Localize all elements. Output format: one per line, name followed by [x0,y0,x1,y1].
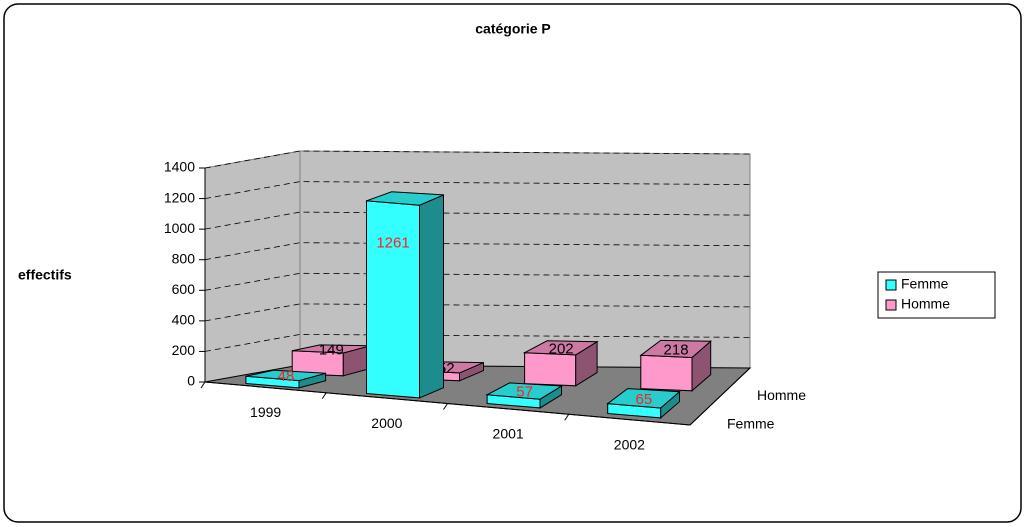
grid-line [204,333,751,352]
legend: Femme Homme [877,271,996,319]
grid-line [204,181,751,199]
bar [639,339,713,392]
x-tick [200,381,206,389]
y-tick-label: 600 [172,281,196,297]
chart-title: catégorie P [475,21,550,37]
x-tick [443,403,448,410]
data-label: 149 [319,342,344,359]
data-label: 218 [664,342,689,359]
z-axis [689,367,751,426]
x-tick [321,392,327,400]
bar-front [640,354,693,392]
x-tick [564,413,570,421]
legend-label: Homme [901,296,950,312]
data-label: 1261 [376,234,409,251]
y-tick-label: 200 [172,342,196,358]
legend-swatch [885,299,897,311]
x-tick-label: 2002 [614,436,645,452]
bar-front [524,352,577,387]
y-tick-label: 1200 [164,189,195,205]
legend-box [877,271,996,319]
bar [291,344,371,377]
y-tick-label: 0 [187,373,195,389]
z-tick-label: Homme [757,387,806,403]
bar-front [366,200,420,399]
data-label: 202 [549,341,574,358]
side-wall [204,150,301,383]
legend-label: Femme [901,276,949,292]
bar [485,382,564,409]
data-label: 65 [636,391,653,408]
grid-line [204,150,751,169]
bar-top [522,340,599,356]
bar-top [485,382,564,400]
legend-swatch [885,279,897,291]
grid-line [204,211,751,230]
grid-line [204,242,751,261]
bar [522,340,599,387]
bar [366,191,444,399]
y-axis-label: effectifs [18,267,72,283]
z-tick-label: Femme [727,415,775,431]
bar [245,369,327,389]
x-tick-label: 2001 [493,426,524,442]
bar-top [245,369,326,382]
bar [606,388,681,419]
bar-top [639,339,713,359]
y-tick-label: 1400 [164,159,195,175]
plot: 0 200 400 600 800 1000 1200 1400 1999 2000 2001 200… [164,150,806,452]
y-tick-label: 800 [172,250,196,266]
bar-top [366,191,444,206]
x-tick-label: 2000 [371,415,402,431]
data-label: 48 [278,368,295,385]
bar-top [606,388,681,409]
y-tick-label: 400 [172,312,196,328]
grid-line [204,303,751,322]
grid-line [204,272,751,291]
y-tick-label: 1000 [164,220,195,236]
x-tick-label: 1999 [250,404,281,420]
data-label: 57 [516,384,533,401]
bar-side [419,194,444,399]
